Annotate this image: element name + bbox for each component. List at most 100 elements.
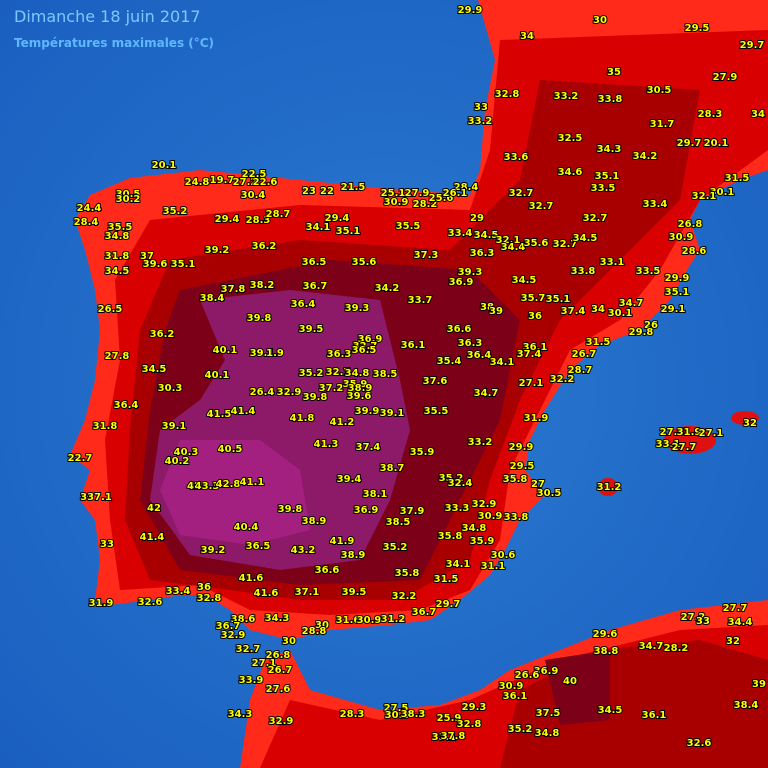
temperature: 38.5 xyxy=(386,517,411,528)
temperature: 31.2 xyxy=(381,614,406,625)
temperature: 31.9 xyxy=(524,413,549,424)
temperature: 34.2 xyxy=(633,151,658,162)
temperature: 33.2 xyxy=(554,91,579,102)
temperature: 35.8 xyxy=(503,474,528,485)
temperature: 36.4 xyxy=(291,299,316,310)
temperature: 31.7 xyxy=(650,119,675,130)
temperature: 22.7 xyxy=(68,453,93,464)
temperature: 43.3 xyxy=(195,481,220,492)
temperature: 29.7 xyxy=(740,40,765,51)
temperature: 35.2 xyxy=(163,206,188,217)
temperature: 33.4 xyxy=(643,199,668,210)
temperature: 37.1 xyxy=(295,587,320,598)
temperature: 30 xyxy=(593,15,607,26)
temperature: 29.7 xyxy=(436,599,461,610)
temperature: 39 xyxy=(752,679,766,690)
temperature: 36.5 xyxy=(246,541,271,552)
temperature: 35.6 xyxy=(352,257,377,268)
subtitle: Températures maximales (°C) xyxy=(14,36,214,50)
temperature: 41.9 xyxy=(330,536,355,547)
temperature: 37.8 xyxy=(221,284,246,295)
temperature: 36 xyxy=(528,311,542,322)
temperature: 34.7 xyxy=(639,641,664,652)
temperature: 35.9 xyxy=(343,379,368,390)
temperature: 27.1 xyxy=(519,378,544,389)
temperature: 27.7 xyxy=(672,442,697,453)
temperature: 34.5 xyxy=(598,705,623,716)
temperature: 35.5 xyxy=(396,221,421,232)
temperature: 41.1 xyxy=(240,477,265,488)
temperature: 29.5 xyxy=(510,461,535,472)
temperature: 34.2 xyxy=(375,283,400,294)
temperature: 37.9 xyxy=(400,506,425,517)
temperature: 27.6 xyxy=(266,684,291,695)
temperature: 29.4 xyxy=(325,213,350,224)
temperature: 40.1 xyxy=(205,370,230,381)
temperature: 33.7 xyxy=(408,295,433,306)
temperature: 36.6 xyxy=(447,324,472,335)
temperature: 38.4 xyxy=(734,700,759,711)
title: Dimanche 18 juin 2017 xyxy=(14,7,201,26)
temperature: 31.1 xyxy=(481,561,506,572)
temperature: 36.5 xyxy=(352,345,377,356)
temperature: 38.5 xyxy=(373,369,398,380)
temperature: 35.1 xyxy=(595,171,620,182)
temperature: 34.3 xyxy=(265,613,290,624)
temperature: 28.7 xyxy=(568,365,593,376)
temperature: 36.9 xyxy=(358,334,383,345)
temperature: 25.1 xyxy=(381,188,406,199)
temperature: 32.9 xyxy=(277,387,302,398)
temperature: 28.7 xyxy=(266,209,291,220)
temperature: 28.4 xyxy=(454,182,479,193)
temperature: 30.2 xyxy=(116,194,141,205)
temperature: 27.5 xyxy=(384,703,409,714)
temperature: 42 xyxy=(147,503,161,514)
temperature: 37.4 xyxy=(356,442,381,453)
temperature: 33.4 xyxy=(166,586,191,597)
temperature: 30.5 xyxy=(537,488,562,499)
temperature: 39.1 xyxy=(162,421,187,432)
temperature: 27.1 xyxy=(252,658,277,669)
temperature: 33 xyxy=(696,616,710,627)
temperature: 39.8 xyxy=(278,504,303,515)
temperature: 37 xyxy=(140,251,154,262)
temperature: 34.5 xyxy=(142,364,167,375)
temperature: 29.3 xyxy=(462,702,487,713)
temperature: 34.8 xyxy=(462,523,487,534)
temperature: 41.3 xyxy=(314,439,339,450)
temperature: 38.9 xyxy=(341,550,366,561)
temperature: 31.6 xyxy=(336,615,361,626)
temperature: 27.9 xyxy=(405,188,430,199)
temperature: 29.8 xyxy=(629,327,654,338)
temperature: 28.3 xyxy=(246,215,271,226)
temperature: 33.2 xyxy=(468,437,493,448)
temperature: 41.8 xyxy=(290,413,315,424)
temperature: 38.7 xyxy=(380,463,405,474)
temperature: 36.7 xyxy=(412,607,437,618)
temperature: 34.5 xyxy=(512,275,537,286)
temperature: 42 xyxy=(187,481,201,492)
temperature: 27.2 xyxy=(681,612,706,623)
temperature: 27.3 xyxy=(660,427,685,438)
temperature: 30.5 xyxy=(647,85,672,96)
temperature: 26.4 xyxy=(250,387,275,398)
temperature: 39.5 xyxy=(342,587,367,598)
temperature: 34.5 xyxy=(573,233,598,244)
temperature: 39.1 xyxy=(380,408,405,419)
temperature: 39.2 xyxy=(201,545,226,556)
temperature: 33.9 xyxy=(239,675,264,686)
temperature: 33.1 xyxy=(432,732,457,743)
temperature: 26.5 xyxy=(98,304,123,315)
temperature: 28.2 xyxy=(664,643,689,654)
temperature: 33.5 xyxy=(636,266,661,277)
temperature: 36.9 xyxy=(534,666,559,677)
temperature: 32.2 xyxy=(550,374,575,385)
temperature: 33.3 xyxy=(445,503,470,514)
temperature: 38.2 xyxy=(250,280,275,291)
temperature: 36.3 xyxy=(327,349,352,360)
temperature: 39.9 xyxy=(355,406,380,417)
temperature: 34.6 xyxy=(558,167,583,178)
temperature: 22 xyxy=(320,186,334,197)
temperature: 38.1 xyxy=(363,489,388,500)
temperature: 35.1 xyxy=(546,294,571,305)
